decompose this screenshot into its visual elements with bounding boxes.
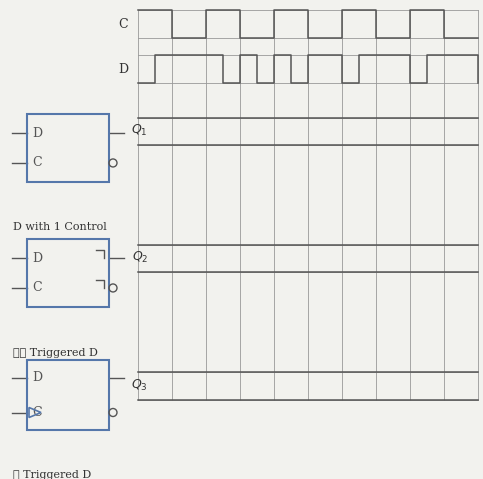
Text: $Q_3$: $Q_3$ (131, 377, 148, 393)
Text: $Q_1$: $Q_1$ (131, 123, 148, 137)
Text: C: C (32, 282, 42, 295)
Text: ⌟⌞ Triggered D: ⌟⌞ Triggered D (13, 348, 98, 358)
Bar (27, 239, 109, 307)
Text: C: C (118, 18, 128, 31)
Text: D: D (118, 62, 128, 76)
Text: D: D (32, 251, 42, 264)
Bar (27, 114, 109, 182)
Text: D with 1 Control: D with 1 Control (13, 222, 107, 232)
Text: ⌟ Triggered D: ⌟ Triggered D (13, 470, 91, 479)
Text: D: D (32, 371, 42, 384)
Bar (27, 360, 109, 430)
Text: $Q_2$: $Q_2$ (131, 250, 148, 264)
Text: C: C (32, 157, 42, 170)
Text: D: D (32, 126, 42, 139)
Text: C: C (32, 406, 42, 419)
